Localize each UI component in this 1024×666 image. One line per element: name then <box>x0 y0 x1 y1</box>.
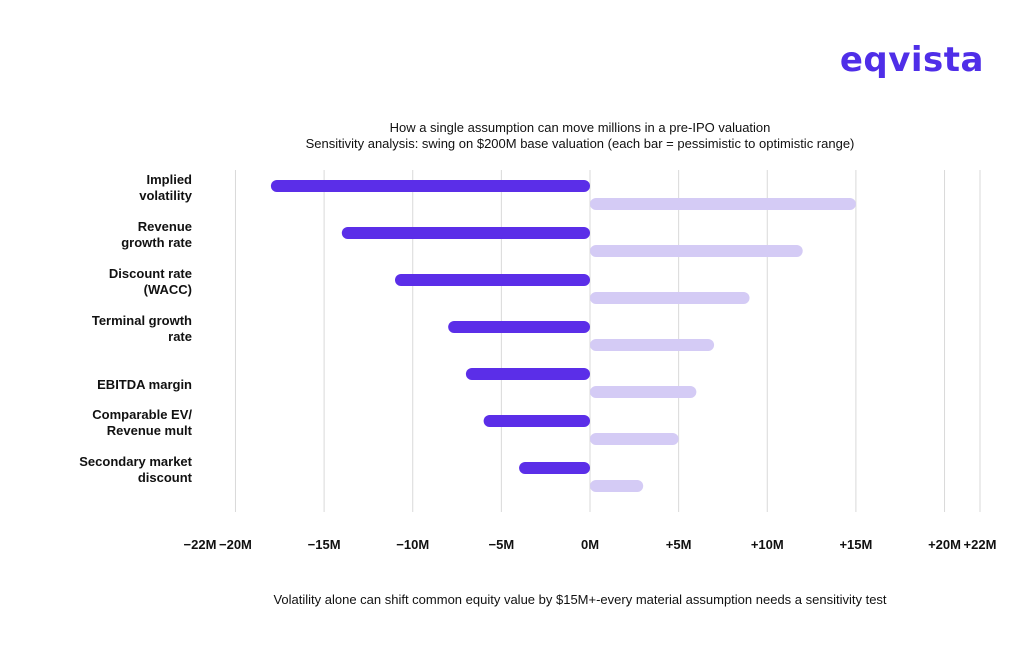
bar-pessimistic <box>483 415 590 427</box>
x-tick-label: −20M <box>219 537 252 552</box>
bar-optimistic <box>590 292 750 304</box>
chart-title-block: How a single assumption can move million… <box>180 120 980 152</box>
bar-optimistic <box>590 245 803 257</box>
category-label-line: Implied <box>146 172 192 187</box>
category-label: Comparable EV/Revenue mult <box>92 407 192 438</box>
x-tick-label: +5M <box>666 537 692 552</box>
x-tick-label: −22M <box>184 537 217 552</box>
category-label: Terminal growth rate <box>92 313 192 344</box>
x-tick-label: +10M <box>751 537 784 552</box>
bar-pessimistic <box>395 274 590 286</box>
x-tick-label: −10M <box>396 537 429 552</box>
category-label-line: EBITDA margin <box>97 377 192 392</box>
category-label: Discount rate (WACC) <box>109 266 192 297</box>
category-label-line: Discount rate <box>109 266 192 281</box>
bar-optimistic <box>590 433 679 445</box>
bar-pessimistic <box>270 180 590 192</box>
x-tick-label: +15M <box>839 537 872 552</box>
bar-pessimistic <box>519 462 590 474</box>
x-tick-label: +20M <box>928 537 961 552</box>
bar-pessimistic <box>465 368 590 380</box>
category-label-line: Secondary market <box>79 454 192 469</box>
category-label-line: discount <box>138 470 193 485</box>
bar-optimistic <box>590 339 715 351</box>
category-label-line: Terminal growth <box>92 313 192 328</box>
x-tick-label: +22M <box>964 537 997 552</box>
category-label-line: (WACC) <box>144 282 192 297</box>
x-tick-label: −15M <box>308 537 341 552</box>
chart-subtitle: Sensitivity analysis: swing on $200M bas… <box>305 136 855 151</box>
category-label: EBITDA margin <box>97 377 192 392</box>
bar-optimistic <box>590 198 856 210</box>
category-label-line: volatility <box>139 188 193 203</box>
bar-optimistic <box>590 480 644 492</box>
category-label-line: Revenue mult <box>107 423 193 438</box>
category-label-line: growth rate <box>121 235 192 250</box>
category-label: Revenue growth rate <box>121 219 192 250</box>
category-label-line: rate <box>168 329 192 344</box>
bar-pessimistic <box>448 321 590 333</box>
eqvista-logo: eqvista <box>839 40 984 80</box>
x-tick-label: 0M <box>581 537 599 552</box>
chart-footnote: Volatility alone can shift common equity… <box>273 592 887 607</box>
bar-pessimistic <box>341 227 590 239</box>
category-label: Implied volatility <box>139 172 193 203</box>
x-tick-label: −5M <box>489 537 515 552</box>
category-label-line: Comparable EV/ <box>92 407 192 422</box>
category-label-line: Revenue <box>138 219 192 234</box>
bar-optimistic <box>590 386 697 398</box>
chart-title: How a single assumption can move million… <box>389 120 771 135</box>
category-label: Secondary market discount <box>79 454 192 485</box>
